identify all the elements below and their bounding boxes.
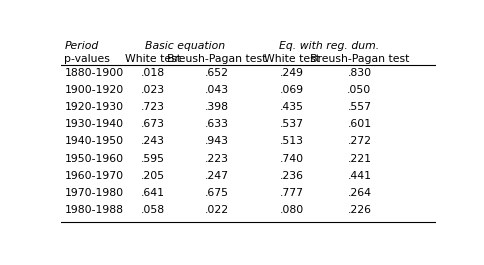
Text: .675: .675 bbox=[204, 188, 228, 198]
Text: .652: .652 bbox=[204, 68, 228, 78]
Text: White test: White test bbox=[263, 54, 319, 64]
Text: .080: .080 bbox=[279, 205, 303, 215]
Text: .830: .830 bbox=[347, 68, 371, 78]
Text: .221: .221 bbox=[347, 153, 371, 164]
Text: .943: .943 bbox=[204, 136, 228, 147]
Text: .595: .595 bbox=[140, 153, 165, 164]
Text: .050: .050 bbox=[347, 85, 371, 95]
Text: Basic equation: Basic equation bbox=[144, 41, 224, 51]
Text: .226: .226 bbox=[347, 205, 371, 215]
Text: .018: .018 bbox=[140, 68, 165, 78]
Text: .601: .601 bbox=[347, 119, 371, 129]
Text: .641: .641 bbox=[140, 188, 165, 198]
Text: .247: .247 bbox=[204, 171, 228, 181]
Text: 1950-1960: 1950-1960 bbox=[64, 153, 123, 164]
Text: 1960-1970: 1960-1970 bbox=[64, 171, 123, 181]
Text: 1930-1940: 1930-1940 bbox=[64, 119, 123, 129]
Text: Breush-Pagan test: Breush-Pagan test bbox=[309, 54, 408, 64]
Text: .435: .435 bbox=[279, 102, 303, 112]
Text: .223: .223 bbox=[204, 153, 228, 164]
Text: .398: .398 bbox=[204, 102, 228, 112]
Text: Period: Period bbox=[64, 41, 98, 51]
Text: 1900-1920: 1900-1920 bbox=[64, 85, 123, 95]
Text: .022: .022 bbox=[204, 205, 228, 215]
Text: .673: .673 bbox=[140, 119, 165, 129]
Text: 1920-1930: 1920-1930 bbox=[64, 102, 123, 112]
Text: .058: .058 bbox=[140, 205, 165, 215]
Text: .513: .513 bbox=[279, 136, 303, 147]
Text: .777: .777 bbox=[279, 188, 303, 198]
Text: 1970-1980: 1970-1980 bbox=[64, 188, 123, 198]
Text: .740: .740 bbox=[279, 153, 303, 164]
Text: .023: .023 bbox=[140, 85, 165, 95]
Text: .069: .069 bbox=[279, 85, 303, 95]
Text: 1880-1900: 1880-1900 bbox=[64, 68, 123, 78]
Text: .272: .272 bbox=[347, 136, 371, 147]
Text: .205: .205 bbox=[140, 171, 165, 181]
Text: .249: .249 bbox=[279, 68, 303, 78]
Text: .243: .243 bbox=[140, 136, 165, 147]
Text: .537: .537 bbox=[279, 119, 303, 129]
Text: .236: .236 bbox=[279, 171, 303, 181]
Text: .557: .557 bbox=[347, 102, 371, 112]
Text: .043: .043 bbox=[204, 85, 228, 95]
Text: 1980-1988: 1980-1988 bbox=[64, 205, 123, 215]
Text: .633: .633 bbox=[204, 119, 228, 129]
Text: .723: .723 bbox=[140, 102, 165, 112]
Text: .441: .441 bbox=[347, 171, 371, 181]
Text: 1940-1950: 1940-1950 bbox=[64, 136, 123, 147]
Text: Breush-Pagan test: Breush-Pagan test bbox=[166, 54, 266, 64]
Text: p-values: p-values bbox=[64, 54, 110, 64]
Text: Eq. with reg. dum.: Eq. with reg. dum. bbox=[279, 41, 378, 51]
Text: White test: White test bbox=[124, 54, 181, 64]
Text: .264: .264 bbox=[347, 188, 371, 198]
